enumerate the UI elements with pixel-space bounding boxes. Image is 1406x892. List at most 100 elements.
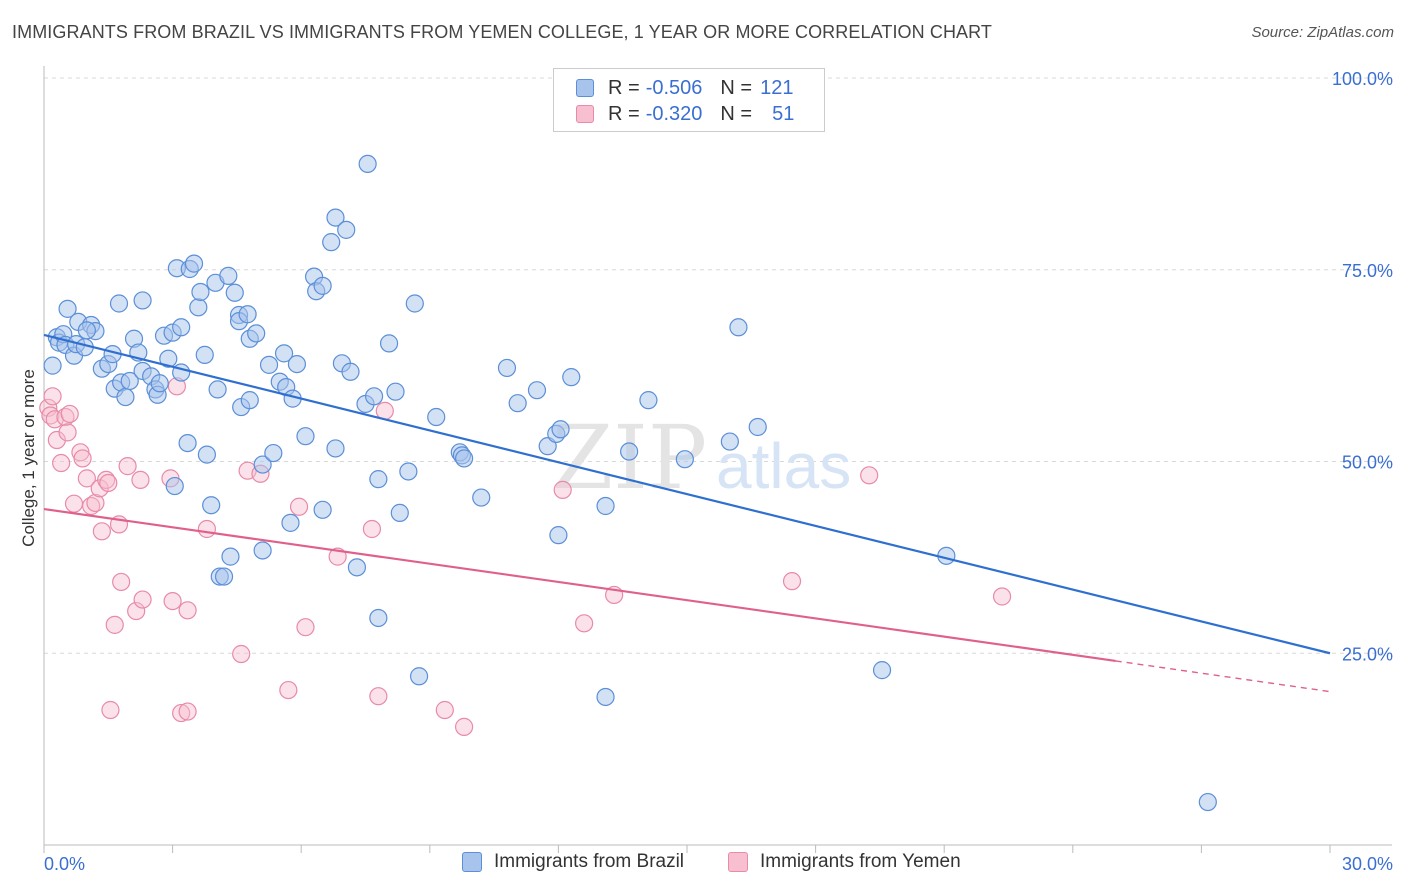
grid-layer	[44, 77, 1392, 654]
yemen-point	[86, 493, 105, 513]
y-tick-label: 100.0%	[1332, 69, 1393, 89]
brazil-point	[165, 476, 184, 496]
yemen-point	[43, 387, 62, 406]
yemen-point	[172, 703, 191, 723]
brazil-point	[264, 443, 283, 463]
r-value: -0.320	[645, 102, 703, 125]
yemen-points	[39, 377, 1012, 736]
brazil-point	[253, 541, 272, 560]
brazil-point	[133, 291, 152, 310]
yemen-point	[992, 587, 1012, 606]
yemen-point	[58, 423, 77, 442]
brazil-point	[259, 355, 279, 374]
yemen-point	[133, 590, 152, 609]
yemen-point	[131, 470, 150, 490]
brazil-point	[253, 455, 272, 474]
x-tick-label: 30.0%	[1342, 854, 1393, 874]
brazil-point	[189, 298, 208, 317]
yemen-trend-line	[43, 507, 1116, 663]
brazil-point	[195, 345, 214, 364]
brazil-point	[454, 449, 474, 468]
source-label: Source: ZipAtlas.com	[1251, 24, 1394, 41]
brazil-point	[427, 407, 446, 427]
yemen-point	[77, 469, 96, 488]
brazil-point	[247, 324, 266, 343]
yemen-point	[178, 702, 197, 721]
legend-item-yemen[interactable]: Immigrants from Yemen	[728, 851, 961, 873]
brazil-point	[281, 513, 300, 532]
n-label: N =	[720, 76, 753, 99]
brazil-point	[77, 321, 96, 340]
axes-layer	[43, 66, 1392, 853]
brazil-point	[409, 667, 429, 686]
brazil-point	[120, 371, 139, 391]
brazil-points	[43, 154, 1217, 812]
yemen-point	[782, 572, 802, 591]
stats-row-yemen: R = -0.320 N = 51	[576, 101, 794, 127]
brazil-point	[729, 318, 748, 337]
r-label: R =	[608, 102, 640, 125]
yemen-trend-extension	[1115, 660, 1331, 693]
legend-label-brazil: Immigrants from Brazil	[494, 851, 685, 872]
brazil-point	[172, 318, 191, 337]
series-legend: Immigrants from Brazil Immigrants from Y…	[0, 851, 1406, 877]
yemen-point	[60, 404, 79, 424]
yemen-point	[64, 494, 84, 513]
brazil-trend-line	[43, 333, 1331, 655]
r-value: -0.506	[645, 76, 703, 99]
brazil-point	[639, 391, 658, 410]
brazil-point	[326, 439, 345, 458]
brazil-legend-swatch	[462, 852, 482, 872]
watermark: ZIP atlas	[552, 406, 851, 509]
brazil-point	[313, 500, 332, 519]
y-axis-label: College, 1 year or more	[19, 369, 38, 547]
brazil-point	[225, 283, 244, 302]
yemen-point	[112, 572, 131, 592]
yemen-point	[232, 644, 251, 664]
tick-labels: 25.0% 50.0% 75.0% 100.0% 0.0% 30.0%	[44, 69, 1393, 874]
yemen-point	[52, 453, 71, 473]
brazil-point	[369, 608, 388, 628]
brazil-point	[872, 661, 892, 680]
brazil-point	[296, 427, 315, 446]
brazil-point	[748, 417, 767, 437]
brazil-point	[405, 294, 424, 313]
yemen-point	[163, 591, 182, 611]
yemen-point	[860, 466, 879, 485]
yemen-point	[101, 700, 120, 720]
brazil-point	[720, 432, 739, 451]
brazil-point	[369, 470, 388, 489]
yemen-point	[197, 519, 216, 539]
brazil-point	[274, 344, 294, 363]
brazil-point	[551, 420, 570, 439]
brazil-point	[596, 687, 615, 707]
yemen-point	[553, 480, 572, 499]
stats-row-brazil: R = -0.506 N = 121	[576, 75, 793, 101]
brazil-point	[620, 442, 639, 461]
brazil-point	[596, 496, 615, 516]
yemen-point	[289, 497, 309, 516]
brazil-point	[159, 349, 178, 368]
yemen-point	[99, 473, 118, 493]
yemen-point	[296, 618, 315, 637]
brazil-point	[287, 354, 307, 374]
brazil-point	[472, 488, 491, 507]
brazil-point	[538, 437, 557, 456]
brazil-point	[214, 567, 234, 586]
yemen-point	[369, 687, 388, 706]
brazil-point	[197, 445, 216, 464]
brazil-point	[178, 433, 197, 453]
y-tick-label: 25.0%	[1342, 644, 1393, 664]
trend-lines	[43, 333, 1331, 693]
brazil-point	[58, 299, 77, 318]
legend-item-brazil[interactable]: Immigrants from Brazil	[462, 851, 684, 873]
brazil-point	[322, 233, 341, 252]
yemen-point	[118, 457, 137, 476]
brazil-point	[238, 305, 257, 324]
brazil-point	[191, 282, 210, 302]
yemen-point	[73, 449, 92, 468]
brazil-point	[497, 358, 517, 378]
n-value: 121	[760, 76, 794, 99]
brazil-point	[313, 276, 332, 295]
n-label: N =	[720, 102, 753, 125]
